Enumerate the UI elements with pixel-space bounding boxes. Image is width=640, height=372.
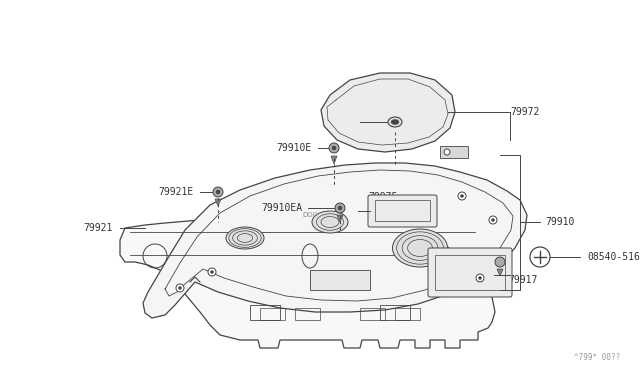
Bar — [260, 308, 285, 320]
Circle shape — [213, 187, 223, 197]
Circle shape — [458, 192, 466, 200]
Text: 79975: 79975 — [368, 192, 397, 202]
Ellipse shape — [226, 227, 264, 249]
Polygon shape — [321, 73, 455, 152]
Bar — [440, 146, 468, 158]
Circle shape — [338, 206, 342, 210]
Circle shape — [329, 143, 339, 153]
Circle shape — [335, 203, 345, 213]
Circle shape — [476, 274, 484, 282]
Circle shape — [208, 268, 216, 276]
Text: 79910EA: 79910EA — [261, 203, 302, 213]
Circle shape — [489, 216, 497, 224]
Text: DO0: DO0 — [303, 212, 317, 218]
Ellipse shape — [388, 117, 402, 127]
Circle shape — [492, 218, 495, 221]
Ellipse shape — [392, 229, 447, 267]
Text: 79921: 79921 — [84, 223, 113, 233]
Circle shape — [211, 270, 214, 273]
Circle shape — [332, 146, 336, 150]
FancyBboxPatch shape — [368, 195, 437, 227]
Text: 79980: 79980 — [326, 117, 355, 127]
Circle shape — [176, 284, 184, 292]
Bar — [375, 200, 430, 221]
Text: ^799* 00??: ^799* 00?? — [573, 353, 620, 362]
Circle shape — [479, 276, 481, 279]
Circle shape — [179, 286, 182, 289]
Polygon shape — [215, 199, 221, 206]
Polygon shape — [120, 185, 510, 348]
Bar — [250, 305, 280, 320]
Ellipse shape — [391, 119, 399, 125]
Text: 79972: 79972 — [510, 107, 540, 117]
FancyBboxPatch shape — [428, 248, 512, 297]
Circle shape — [461, 195, 463, 198]
Text: 79910E: 79910E — [276, 143, 312, 153]
Polygon shape — [497, 269, 503, 276]
Bar — [435, 255, 505, 290]
Text: 79917: 79917 — [508, 275, 538, 285]
Circle shape — [444, 149, 450, 155]
Text: 79910: 79910 — [545, 217, 574, 227]
Bar — [395, 308, 420, 320]
Text: 79921E: 79921E — [159, 187, 194, 197]
Bar — [310, 270, 370, 290]
Circle shape — [495, 257, 505, 267]
Bar — [360, 308, 385, 320]
Circle shape — [530, 247, 550, 267]
Polygon shape — [337, 215, 343, 222]
Ellipse shape — [312, 211, 348, 233]
Polygon shape — [331, 156, 337, 164]
Polygon shape — [143, 163, 527, 318]
Bar — [380, 305, 410, 320]
Bar — [295, 308, 320, 320]
Text: 08540-5162A: 08540-5162A — [587, 252, 640, 262]
Circle shape — [216, 190, 220, 194]
